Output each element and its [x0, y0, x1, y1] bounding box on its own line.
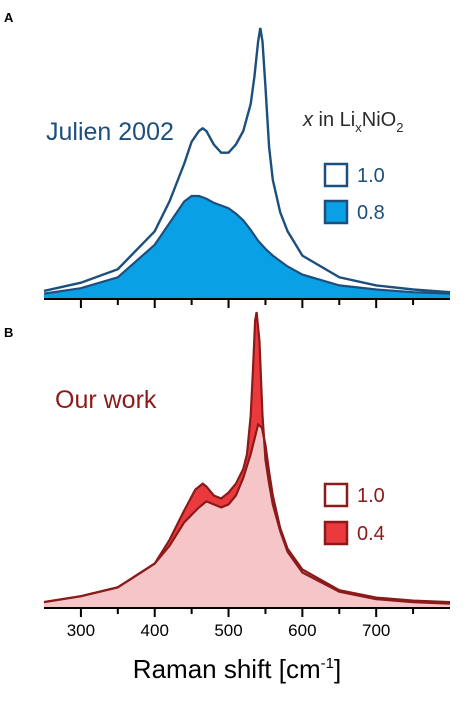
- legend-a-label-2: 0.8: [357, 202, 385, 224]
- legend-a-swatch-2: [323, 199, 349, 225]
- legend-title-x: x: [302, 109, 314, 131]
- panel-a-annotation: Julien 2002: [46, 118, 174, 146]
- series-b-1.0-area: [44, 424, 450, 608]
- legend-b-label-2: 0.4: [357, 523, 385, 545]
- x-axis-label-text: Raman shift [cm: [133, 654, 321, 684]
- legend-title-mid: NiO: [362, 109, 396, 131]
- panel-b-annotation: Our work: [55, 386, 157, 414]
- x-tick-label: 700: [362, 621, 390, 640]
- panel-b-ticks: 300 400 500 600 700: [67, 608, 415, 640]
- series-a-0.8-line: [43, 194, 451, 295]
- x-tick-label: 300: [67, 621, 95, 640]
- series-a-0.8-area: [44, 196, 450, 299]
- panel-b-plot: [43, 311, 451, 608]
- legend-title-pre: in Li: [313, 109, 355, 131]
- panel-a-plot: [43, 27, 451, 299]
- series-b-0.4-line: [43, 311, 451, 605]
- legend-a-label-1: 1.0: [357, 165, 385, 187]
- series-a-1.0-line: [43, 27, 451, 294]
- legend-b-swatch-1: [323, 482, 349, 508]
- x-axis-label-end: ]: [334, 654, 341, 684]
- panel-a-ticks: [79, 299, 415, 308]
- x-tick-label: 600: [288, 621, 316, 640]
- legend-title-sub1: x: [355, 120, 362, 135]
- legend-title-sub2: 2: [396, 120, 403, 135]
- x-tick-label: 400: [141, 621, 169, 640]
- legend-b-swatch-2: [323, 520, 349, 546]
- legend-a-swatch-1: [323, 162, 349, 188]
- legend-b-label-1: 1.0: [357, 485, 385, 507]
- x-tick-label: 500: [214, 621, 242, 640]
- x-axis-label: Raman shift [cm-1]: [133, 654, 341, 684]
- series-a-1.0-area: [44, 28, 450, 299]
- x-axis-label-sup: -1: [321, 655, 334, 672]
- legend-title: x in LixNiO2: [302, 109, 403, 135]
- series-b-0.4-area: [44, 312, 450, 608]
- series-b-1.0-line: [43, 422, 451, 604]
- panel-b-letter: B: [4, 325, 13, 340]
- panel-a-letter: A: [4, 10, 14, 25]
